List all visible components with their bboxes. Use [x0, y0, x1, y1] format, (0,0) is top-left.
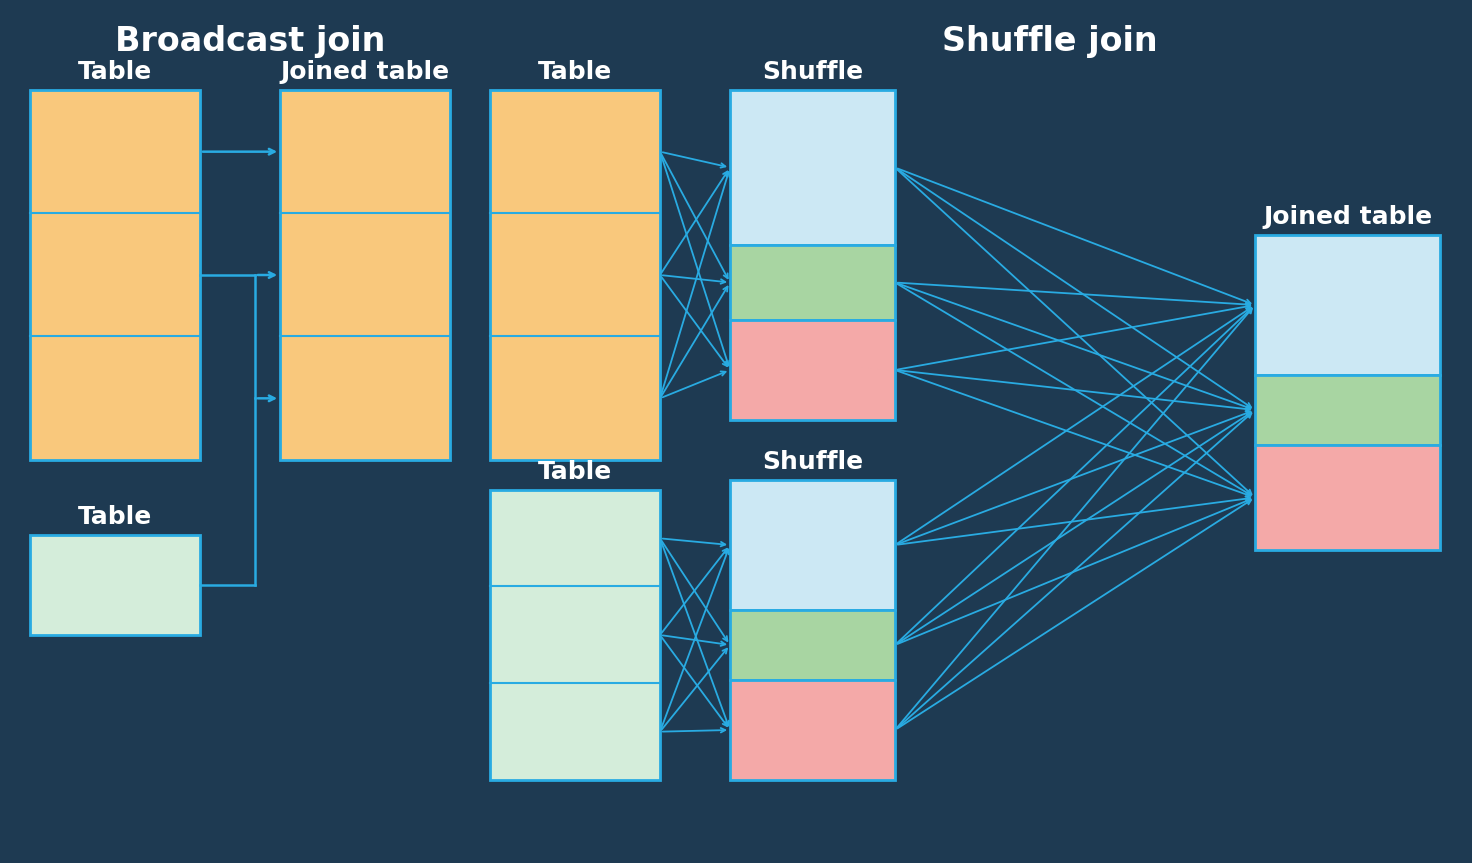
Bar — [730, 320, 895, 420]
Text: Broadcast join: Broadcast join — [115, 26, 386, 59]
Bar — [730, 90, 895, 245]
Bar — [490, 90, 659, 460]
Text: Table: Table — [537, 460, 612, 484]
Text: Shuffle: Shuffle — [762, 60, 863, 84]
Bar — [29, 535, 200, 635]
Text: Table: Table — [537, 60, 612, 84]
Text: Table: Table — [78, 60, 152, 84]
Text: Table: Table — [78, 505, 152, 529]
Bar — [730, 480, 895, 610]
Text: Joined table: Joined table — [281, 60, 449, 84]
Text: Shuffle: Shuffle — [762, 450, 863, 474]
Bar — [29, 90, 200, 460]
Bar — [280, 90, 450, 460]
Bar — [730, 245, 895, 320]
Bar — [1256, 375, 1440, 445]
Bar — [730, 610, 895, 680]
Text: Joined table: Joined table — [1263, 205, 1432, 229]
Bar — [730, 680, 895, 780]
Bar — [490, 490, 659, 780]
Bar — [1256, 445, 1440, 550]
Text: Shuffle join: Shuffle join — [942, 26, 1158, 59]
Bar — [1256, 235, 1440, 375]
